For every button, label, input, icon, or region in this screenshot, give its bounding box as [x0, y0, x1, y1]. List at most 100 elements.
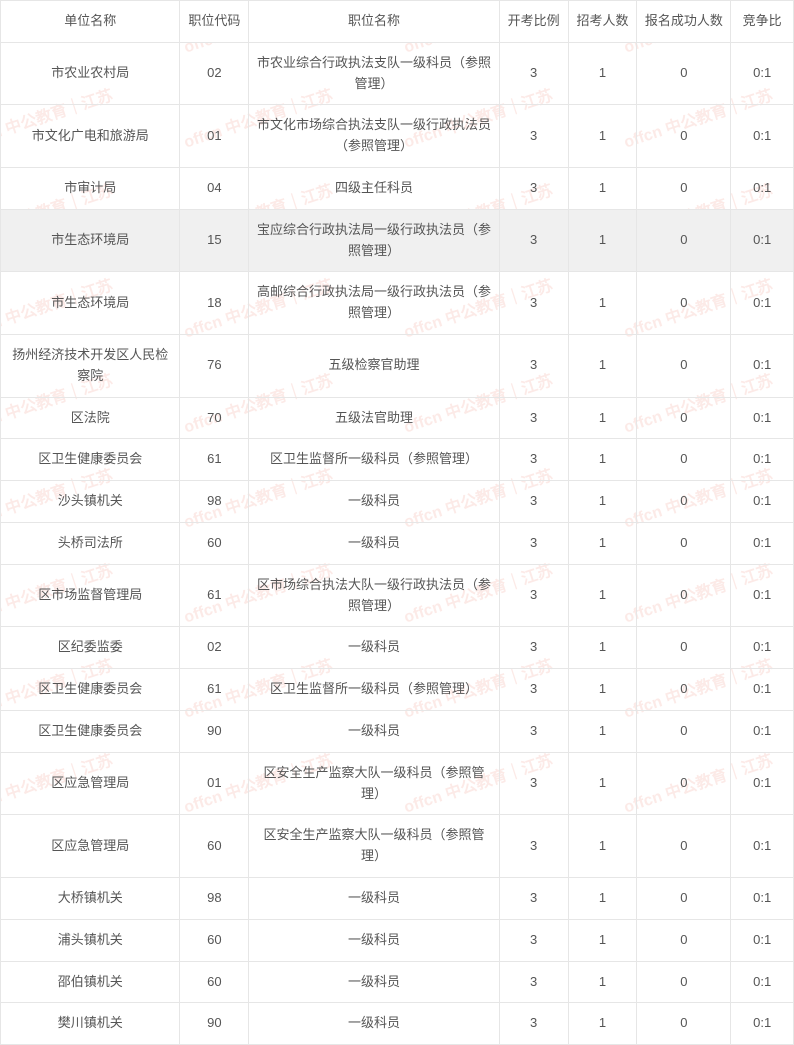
- table-cell: 区卫生健康委员会: [1, 669, 180, 711]
- table-cell: 一级科员: [249, 961, 499, 1003]
- table-body: 市农业农村局02市农业综合行政执法支队一级科员（参照管理）3100:1市文化广电…: [1, 42, 794, 1044]
- table-cell: 0:1: [731, 919, 794, 961]
- table-cell: 浦头镇机关: [1, 919, 180, 961]
- table-cell: 1: [568, 167, 637, 209]
- table-cell: 区卫生健康委员会: [1, 439, 180, 481]
- table-cell: 0:1: [731, 334, 794, 397]
- table-cell: 0: [637, 209, 731, 272]
- table-cell: 98: [180, 481, 249, 523]
- table-cell: 市文化市场综合执法支队一级行政执法员（参照管理）: [249, 105, 499, 168]
- table-cell: 市农业综合行政执法支队一级科员（参照管理）: [249, 42, 499, 105]
- table-cell: 0: [637, 627, 731, 669]
- table-row: 头桥司法所60一级科员3100:1: [1, 522, 794, 564]
- table-cell: 0:1: [731, 209, 794, 272]
- table-cell: 0:1: [731, 439, 794, 481]
- table-cell: 1: [568, 1003, 637, 1045]
- table-cell: 98: [180, 877, 249, 919]
- table-row: 区法院70五级法官助理3100:1: [1, 397, 794, 439]
- table-cell: 1: [568, 919, 637, 961]
- table-cell: 1: [568, 522, 637, 564]
- table-cell: 0:1: [731, 167, 794, 209]
- table-cell: 0:1: [731, 522, 794, 564]
- table-row: 市审计局04四级主任科员3100:1: [1, 167, 794, 209]
- table-cell: 1: [568, 961, 637, 1003]
- table-cell: 区卫生健康委员会: [1, 710, 180, 752]
- table-cell: 76: [180, 334, 249, 397]
- table-cell: 3: [499, 397, 568, 439]
- table-row: 沙头镇机关98一级科员3100:1: [1, 481, 794, 523]
- table-cell: 一级科员: [249, 522, 499, 564]
- table-cell: 扬州经济技术开发区人民检察院: [1, 334, 180, 397]
- table-cell: 02: [180, 42, 249, 105]
- table-cell: 0: [637, 522, 731, 564]
- table-row: 市生态环境局15宝应综合行政执法局一级行政执法员（参照管理）3100:1: [1, 209, 794, 272]
- table-cell: 61: [180, 439, 249, 481]
- table-cell: 一级科员: [249, 1003, 499, 1045]
- table-cell: 0:1: [731, 627, 794, 669]
- table-cell: 60: [180, 961, 249, 1003]
- table-cell: 02: [180, 627, 249, 669]
- table-row: 区卫生健康委员会61区卫生监督所一级科员（参照管理）3100:1: [1, 669, 794, 711]
- table-row: 浦头镇机关60一级科员3100:1: [1, 919, 794, 961]
- table-cell: 区安全生产监察大队一级科员（参照管理）: [249, 815, 499, 878]
- table-cell: 0: [637, 105, 731, 168]
- table-row: 樊川镇机关90一级科员3100:1: [1, 1003, 794, 1045]
- table-cell: 0: [637, 877, 731, 919]
- table-row: 邵伯镇机关60一级科员3100:1: [1, 961, 794, 1003]
- table-cell: 04: [180, 167, 249, 209]
- col-header: 单位名称: [1, 1, 180, 43]
- table-cell: 0:1: [731, 669, 794, 711]
- table-cell: 1: [568, 669, 637, 711]
- table-row: 扬州经济技术开发区人民检察院76五级检察官助理3100:1: [1, 334, 794, 397]
- table-cell: 区卫生监督所一级科员（参照管理）: [249, 669, 499, 711]
- table-cell: 3: [499, 334, 568, 397]
- table-cell: 3: [499, 669, 568, 711]
- recruitment-table: 单位名称 职位代码 职位名称 开考比例 招考人数 报名成功人数 竞争比 市农业农…: [0, 0, 794, 1045]
- col-header: 竞争比: [731, 1, 794, 43]
- table-cell: 邵伯镇机关: [1, 961, 180, 1003]
- table-cell: 1: [568, 710, 637, 752]
- col-header: 职位名称: [249, 1, 499, 43]
- table-cell: 沙头镇机关: [1, 481, 180, 523]
- table-cell: 0:1: [731, 481, 794, 523]
- table-cell: 0: [637, 752, 731, 815]
- table-row: 市文化广电和旅游局01市文化市场综合执法支队一级行政执法员（参照管理）3100:…: [1, 105, 794, 168]
- table-cell: 3: [499, 961, 568, 1003]
- table-header: 单位名称 职位代码 职位名称 开考比例 招考人数 报名成功人数 竞争比: [1, 1, 794, 43]
- table-cell: 3: [499, 877, 568, 919]
- table-cell: 3: [499, 522, 568, 564]
- table-cell: 3: [499, 710, 568, 752]
- table-cell: 一级科员: [249, 710, 499, 752]
- table-cell: 樊川镇机关: [1, 1003, 180, 1045]
- col-header: 开考比例: [499, 1, 568, 43]
- table-row: 市生态环境局18高邮综合行政执法局一级行政执法员（参照管理）3100:1: [1, 272, 794, 335]
- table-cell: 区市场监督管理局: [1, 564, 180, 627]
- table-cell: 0: [637, 42, 731, 105]
- table-cell: 区应急管理局: [1, 752, 180, 815]
- table-cell: 0:1: [731, 272, 794, 335]
- table-row: 区卫生健康委员会90一级科员3100:1: [1, 710, 794, 752]
- table-cell: 1: [568, 877, 637, 919]
- table-row: 区应急管理局60区安全生产监察大队一级科员（参照管理）3100:1: [1, 815, 794, 878]
- table-cell: 大桥镇机关: [1, 877, 180, 919]
- table-cell: 0: [637, 710, 731, 752]
- table-cell: 0: [637, 481, 731, 523]
- table-cell: 3: [499, 167, 568, 209]
- table-cell: 四级主任科员: [249, 167, 499, 209]
- table-cell: 3: [499, 627, 568, 669]
- table-cell: 3: [499, 272, 568, 335]
- table-cell: 0: [637, 961, 731, 1003]
- table-cell: 1: [568, 42, 637, 105]
- col-header: 招考人数: [568, 1, 637, 43]
- table-row: 区应急管理局01区安全生产监察大队一级科员（参照管理）3100:1: [1, 752, 794, 815]
- table-cell: 3: [499, 42, 568, 105]
- table-cell: 15: [180, 209, 249, 272]
- table-cell: 0:1: [731, 42, 794, 105]
- table-cell: 0: [637, 334, 731, 397]
- table-cell: 60: [180, 522, 249, 564]
- table-cell: 一级科员: [249, 627, 499, 669]
- col-header: 报名成功人数: [637, 1, 731, 43]
- table-cell: 头桥司法所: [1, 522, 180, 564]
- table-cell: 60: [180, 919, 249, 961]
- table-cell: 90: [180, 710, 249, 752]
